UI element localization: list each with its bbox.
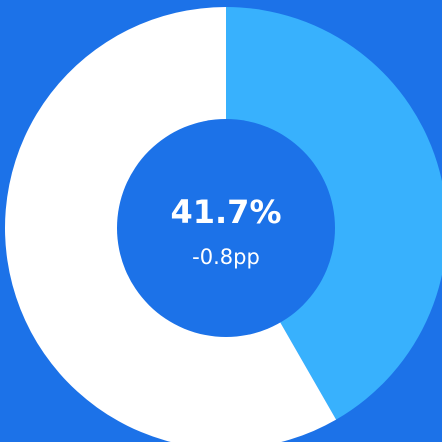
center-label: 41.7% — [170, 193, 281, 231]
donut-hole — [117, 119, 335, 337]
center-subtitle: -0.8pp — [192, 245, 260, 269]
